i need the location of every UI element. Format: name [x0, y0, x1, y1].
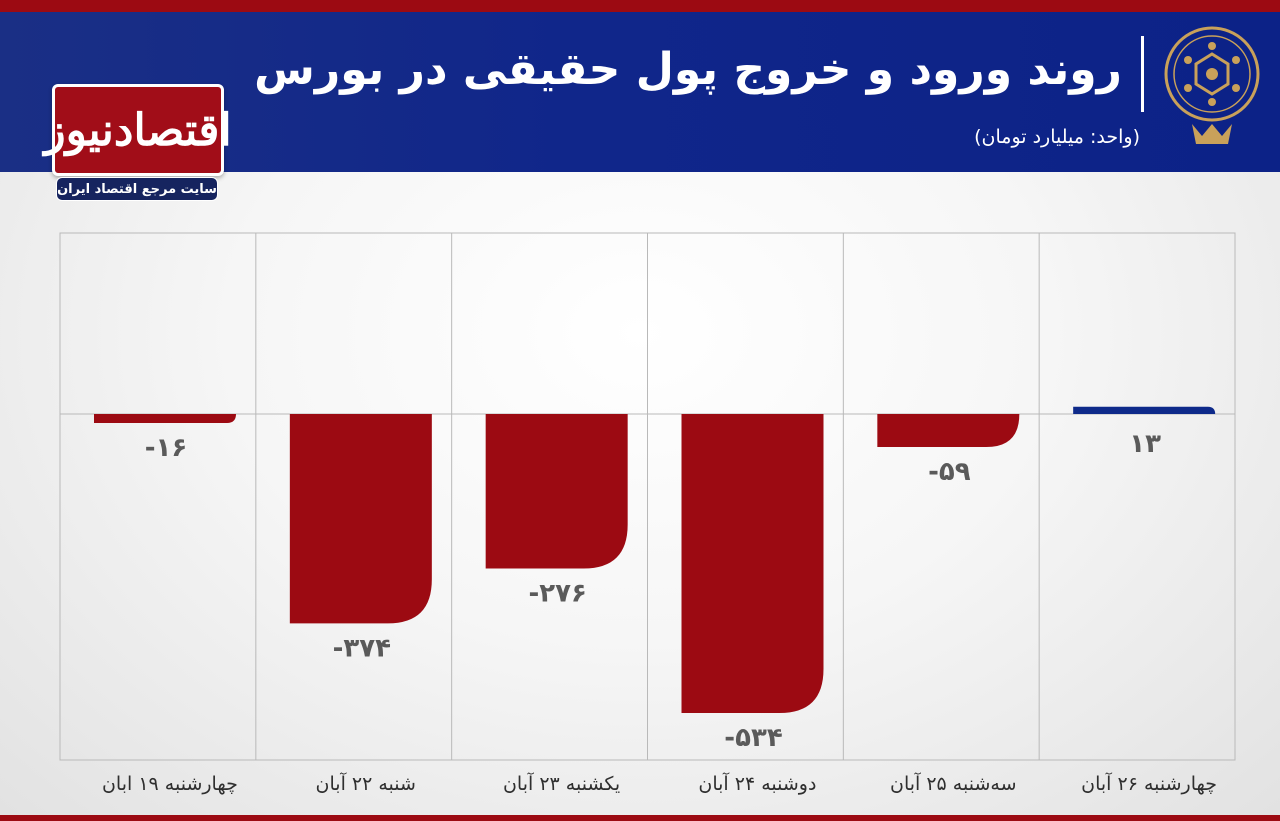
page-title: روند ورود و خروج پول حقیقی در بورس: [254, 44, 1122, 95]
bar-value-label: -۲۷۶: [528, 579, 586, 609]
bar: [1073, 406, 1216, 414]
category-label: سه‌شنبه ۲۵ آبان: [890, 771, 1017, 795]
bottom-accent-strip: [0, 815, 1280, 821]
category-label: دوشنبه ۲۴ آبان: [698, 771, 816, 795]
category-label: چهارشنبه ۲۶ آبان: [1081, 771, 1217, 795]
stock-exchange-emblem-icon: [1164, 26, 1260, 144]
label-layer: -۱۶ چهارشنبه ۱۹ ابان -۳۷۴ شنبه ۲۲ آبان -۲۷۶ ی…: [102, 429, 1217, 795]
bar-value-label: -۱۶: [145, 433, 188, 463]
grid-layer: [59, 232, 1236, 761]
eghtesadnews-logo: اقتصادنیوز: [44, 84, 234, 176]
bar: [485, 414, 628, 569]
bar-value-label: -۵۹: [928, 457, 971, 487]
top-accent-strip: [0, 0, 1280, 12]
bar-layer: [94, 406, 1216, 713]
category-label: شنبه ۲۲ آبان: [316, 771, 416, 795]
bar: [289, 414, 432, 624]
bar: [94, 414, 236, 423]
bar-value-label: ۱۳: [1129, 429, 1161, 459]
category-label: چهارشنبه ۱۹ ابان: [102, 773, 238, 795]
chart-background: [0, 172, 1280, 815]
bar: [877, 414, 1020, 448]
category-label: یکشنبه ۲۳ آبان: [503, 771, 620, 795]
bar: [681, 414, 824, 713]
unit-subtitle: (واحد: میلیارد تومان): [974, 126, 1140, 148]
logo-tagline: سایت مرجع اقتصاد ایران: [56, 177, 218, 201]
header-divider: [1141, 36, 1144, 112]
bar-value-label: -۳۷۴: [333, 633, 391, 663]
bar-value-label: -۵۳۴: [724, 723, 782, 753]
